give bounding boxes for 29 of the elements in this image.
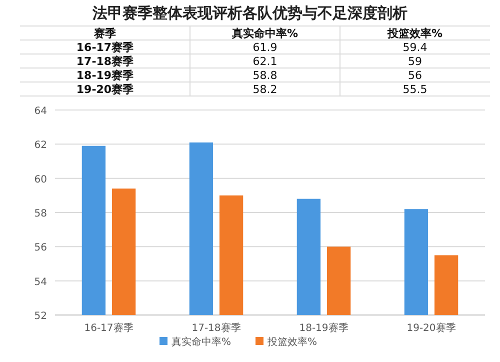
text: 59 <box>408 55 422 68</box>
y-tick-label: 54 <box>34 276 47 288</box>
text: 16-17赛季 <box>76 41 135 54</box>
text: 55.5 <box>402 83 428 96</box>
text: 59.4 <box>402 41 428 54</box>
legend-label: 投篮效率% <box>266 336 318 348</box>
y-tick-label: 64 <box>34 106 47 117</box>
legend-label: 真实命中率% <box>172 336 232 348</box>
x-tick-label: 18-19赛季 <box>299 322 348 334</box>
x-tick-label: 19-20赛季 <box>406 322 456 334</box>
text: 17-18赛季 <box>76 55 135 68</box>
y-tick-label: 60 <box>34 174 47 186</box>
text: 真实命中率% <box>230 27 298 40</box>
x-tick-label: 16-17赛季 <box>84 322 134 334</box>
text: 61.9 <box>252 41 278 54</box>
y-tick-label: 58 <box>34 208 47 220</box>
text: 18-19赛季 <box>76 69 135 82</box>
y-tick-label: 52 <box>34 311 47 322</box>
text: 56 <box>408 69 422 82</box>
y-tick-label: 56 <box>34 242 47 254</box>
text: 投篮效率% <box>386 27 443 40</box>
text: 58.8 <box>252 69 278 82</box>
y-tick-label: 62 <box>34 140 47 152</box>
text: 19-20赛季 <box>76 83 135 96</box>
text: 58.2 <box>252 83 278 96</box>
x-tick-label: 17-18赛季 <box>192 322 241 334</box>
text: 62.1 <box>252 55 278 68</box>
text: 法甲赛季整体表现评析各队优势与不足深度剖析 <box>92 4 408 22</box>
text: 赛季 <box>93 27 117 40</box>
